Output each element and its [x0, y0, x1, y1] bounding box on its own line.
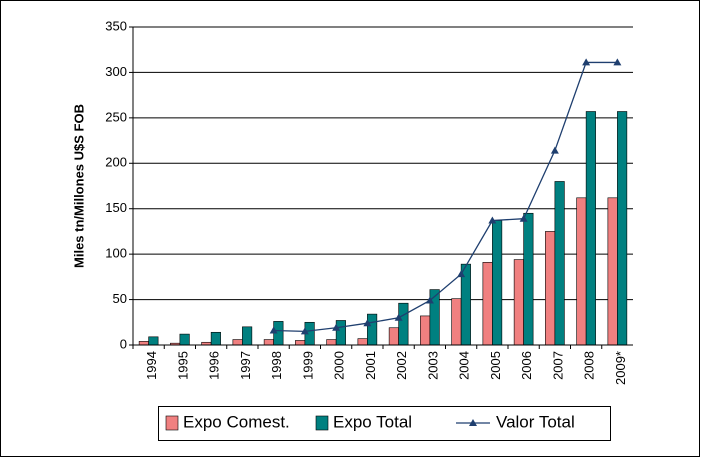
x-tick-label: 1994 [144, 351, 159, 380]
marker [550, 146, 559, 154]
bar [148, 336, 159, 346]
y-tick-label: 50 [113, 291, 127, 306]
bar [357, 338, 368, 346]
x-tick-label: 1998 [269, 351, 284, 380]
marker [457, 270, 466, 278]
x-tick-label: 2002 [394, 351, 409, 380]
marker [613, 58, 622, 66]
legend-label: Valor Total [496, 412, 575, 431]
y-tick-label: 250 [105, 109, 127, 124]
marker [488, 216, 497, 224]
x-tick-label: 1995 [175, 351, 190, 380]
bar [451, 298, 462, 346]
y-tick-label: 150 [105, 200, 127, 215]
bar [326, 339, 337, 346]
marker [332, 323, 341, 331]
legend-label: Expo Total [333, 412, 412, 431]
x-tick-label: 2000 [332, 351, 347, 380]
marker [519, 214, 528, 222]
y-tick-label: 100 [105, 246, 127, 261]
x-tick-label: 2009* [613, 351, 628, 385]
bar [429, 289, 440, 346]
bar [545, 231, 556, 346]
y-tick-label: 200 [105, 155, 127, 170]
legend [158, 406, 611, 441]
bar [420, 315, 431, 346]
legend-label: Expo Comest. [183, 412, 290, 431]
x-tick-label: 2008 [582, 351, 597, 380]
x-tick-label: 2004 [457, 351, 472, 380]
marker [582, 58, 591, 66]
legend-swatch [315, 415, 329, 431]
bar [523, 212, 534, 346]
x-tick-label: 1999 [300, 351, 315, 380]
bar [576, 197, 587, 346]
bar [617, 111, 628, 346]
bar [492, 220, 503, 346]
x-tick-label: 2003 [425, 351, 440, 380]
bar [367, 313, 378, 346]
marker [269, 326, 278, 334]
bar [388, 327, 399, 346]
x-tick-label: 1996 [207, 351, 222, 380]
bar [242, 326, 253, 346]
marker [394, 313, 403, 321]
bar [554, 181, 565, 346]
marker [425, 296, 434, 304]
legend-swatch [165, 415, 179, 431]
bar [179, 333, 190, 346]
bar [210, 331, 221, 346]
bar [607, 197, 618, 346]
line [273, 61, 618, 333]
bar [263, 339, 274, 346]
bar [138, 341, 149, 346]
x-tick-label: 2005 [488, 351, 503, 380]
y-tick-label: 300 [105, 64, 127, 79]
legend-marker [469, 419, 477, 426]
y-tick-label: 0 [120, 336, 127, 351]
bar [335, 320, 346, 346]
bar [232, 339, 243, 346]
y-axis-label: Miles tn/Millones U$S FOB [71, 104, 86, 268]
x-tick-label: 2001 [363, 351, 378, 380]
bar [295, 340, 306, 346]
x-tick-label: 2006 [519, 351, 534, 380]
bar [585, 111, 596, 346]
y-tick-label: 350 [105, 18, 127, 33]
marker [300, 327, 309, 335]
bar [482, 262, 493, 346]
bar [398, 302, 409, 346]
bar [513, 259, 524, 346]
x-tick-label: 2007 [550, 351, 565, 380]
x-tick-label: 1997 [238, 351, 253, 380]
marker [363, 319, 372, 327]
